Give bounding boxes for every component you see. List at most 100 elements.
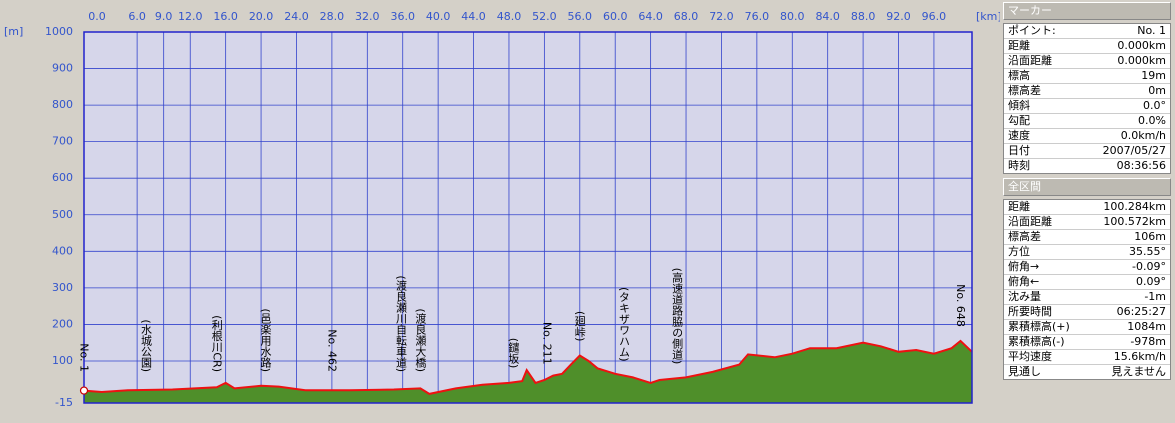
row-value: 35.55° — [1129, 245, 1166, 258]
row-value: -1m — [1144, 290, 1166, 303]
panel-row: 俯角→ -0.09° — [1004, 260, 1170, 275]
row-label: 見通し — [1008, 365, 1041, 378]
row-label: 累積標高(-) — [1008, 335, 1065, 348]
y-tick-label: 800 — [52, 98, 73, 111]
summary-panel: 全区間距離 100.284km 沿面距離 100.572km 標高差 106m 方位 35.5… — [1003, 178, 1171, 380]
row-value: 0.0km/h — [1120, 129, 1166, 142]
annotation: (廻峠) — [573, 311, 586, 342]
panel-row: 平均速度 15.6km/h — [1004, 350, 1170, 365]
panel-title: マーカー — [1003, 2, 1171, 20]
annotation: No. 1 — [78, 343, 91, 372]
y-tick-label: 200 — [52, 317, 73, 330]
y-tick-label: 1000 — [45, 25, 73, 38]
panel-row: 方位 35.55° — [1004, 245, 1170, 260]
x-tick-label: 44.0 — [461, 10, 486, 23]
row-value: -0.09° — [1132, 260, 1166, 273]
row-label: 距離 — [1008, 39, 1030, 52]
row-label: 速度 — [1008, 129, 1030, 142]
panel-row: 俯角← 0.09° — [1004, 275, 1170, 290]
x-tick-label: 80.0 — [780, 10, 805, 23]
x-tick-label: 40.0 — [426, 10, 451, 23]
x-tick-label: 96.0 — [922, 10, 947, 23]
panel-row: 標高差 106m — [1004, 230, 1170, 245]
panel-title: 全区間 — [1003, 178, 1171, 196]
row-label: 俯角→ — [1008, 260, 1040, 273]
panel-row: 沿面距離 0.000km — [1004, 54, 1170, 69]
row-label: 勾配 — [1008, 114, 1030, 127]
panel-row: 距離 100.284km — [1004, 200, 1170, 215]
row-label: 俯角← — [1008, 275, 1040, 288]
panel-row: 勾配 0.0% — [1004, 114, 1170, 129]
row-value: 15.6km/h — [1113, 350, 1166, 363]
row-value: 0.0° — [1143, 99, 1166, 112]
row-label: 日付 — [1008, 144, 1030, 157]
panel-row: 標高差 0m — [1004, 84, 1170, 99]
x-tick-label: 12.0 — [178, 10, 203, 23]
x-tick-label: 36.0 — [390, 10, 415, 23]
y-tick-label: 400 — [52, 244, 73, 257]
y-tick-label: 700 — [52, 135, 73, 148]
row-label: 傾斜 — [1008, 99, 1030, 112]
y-tick-label: 500 — [52, 208, 73, 221]
annotation: No. 462 — [325, 329, 338, 372]
panel-row: ポイント: No. 1 — [1004, 24, 1170, 39]
row-label: 累積標高(+) — [1008, 320, 1070, 333]
x-tick-label: 32.0 — [355, 10, 380, 23]
panel-row: 標高 19m — [1004, 69, 1170, 84]
x-axis-label: [km] — [976, 10, 1000, 23]
row-label: 距離 — [1008, 200, 1030, 213]
row-label: 標高差 — [1008, 84, 1041, 97]
annotation: (鑓坂) — [507, 338, 520, 369]
panel-row: 速度 0.0km/h — [1004, 129, 1170, 144]
row-value: 0.09° — [1136, 275, 1166, 288]
row-value: No. 1 — [1137, 24, 1166, 37]
panel-table: ポイント: No. 1 距離 0.000km 沿面距離 0.000km 標高 19m 標高差 0m… — [1003, 23, 1171, 174]
row-label: 沿面距離 — [1008, 215, 1052, 228]
panel-row: 所要時間 06:25:27 — [1004, 305, 1170, 320]
panel-row: 時刻 08:36:56 — [1004, 159, 1170, 173]
annotation: (水城公園) — [139, 319, 152, 372]
marker — [79, 386, 89, 395]
row-label: 標高 — [1008, 69, 1030, 82]
y-tick-label: 600 — [52, 171, 73, 184]
x-tick-label: 24.0 — [284, 10, 309, 23]
row-label: 沿面距離 — [1008, 54, 1052, 67]
row-value: 2007/05/27 — [1102, 144, 1166, 157]
panel-row: 見通し 見えません — [1004, 365, 1170, 379]
row-label: 所要時間 — [1008, 305, 1052, 318]
row-value: 100.572km — [1103, 215, 1166, 228]
annotation: No. 648 — [954, 284, 967, 327]
panel-row: 距離 0.000km — [1004, 39, 1170, 54]
x-tick-label: 68.0 — [674, 10, 699, 23]
row-value: -978m — [1130, 335, 1166, 348]
row-value: 0.000km — [1117, 39, 1166, 52]
panel-row: 日付 2007/05/27 — [1004, 144, 1170, 159]
row-value: 06:25:27 — [1116, 305, 1166, 318]
annotation: (タキザワハム) — [618, 287, 631, 362]
x-tick-label: 92.0 — [886, 10, 911, 23]
row-label: 平均速度 — [1008, 350, 1052, 363]
x-tick-label: 28.0 — [320, 10, 345, 23]
row-label: 標高差 — [1008, 230, 1041, 243]
row-label: 時刻 — [1008, 159, 1030, 172]
row-value: 0.0% — [1138, 114, 1166, 127]
panel-row: 沈み量 -1m — [1004, 290, 1170, 305]
annotation: (邑楽用水路) — [259, 308, 272, 372]
x-tick-label: 88.0 — [851, 10, 876, 23]
annotation: (高速道路脇の側道) — [671, 268, 684, 365]
x-tick-label: 16.0 — [213, 10, 238, 23]
x-tick-label: 52.0 — [532, 10, 557, 23]
annotation: No. 211 — [541, 322, 554, 365]
elevation-line — [83, 339, 973, 395]
x-tick-label: 56.0 — [568, 10, 593, 23]
chart: [m] [km] -15 100 200 300 400 500 600 700 800 900 1… — [4, 10, 1000, 409]
row-value: 106m — [1134, 230, 1166, 243]
row-label: 沈み量 — [1008, 290, 1041, 303]
row-value: 1084m — [1127, 320, 1166, 333]
y-axis-label: [m] — [4, 25, 23, 38]
x-tick-label: 84.0 — [815, 10, 840, 23]
row-value: 08:36:56 — [1116, 159, 1166, 172]
area-fill — [84, 340, 972, 403]
plot-border — [83, 31, 973, 404]
